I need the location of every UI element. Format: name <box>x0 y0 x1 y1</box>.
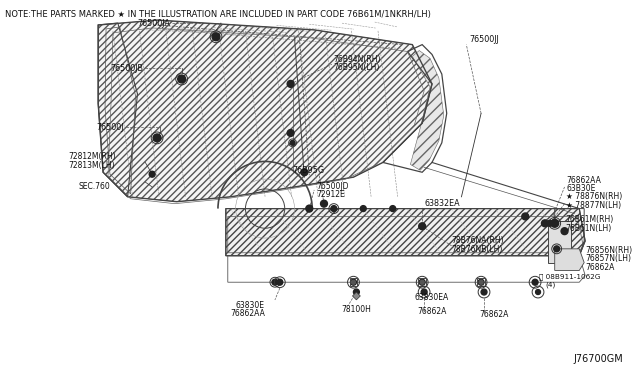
Circle shape <box>272 279 278 285</box>
Circle shape <box>420 280 424 284</box>
Circle shape <box>481 289 487 295</box>
Text: 76856N(RH): 76856N(RH) <box>585 246 632 255</box>
Circle shape <box>561 228 568 235</box>
Text: 63830E: 63830E <box>236 301 264 310</box>
Circle shape <box>277 279 283 285</box>
Bar <box>477 278 485 286</box>
Circle shape <box>536 289 541 295</box>
Text: 76500JB: 76500JB <box>110 64 143 73</box>
Text: ★ 78877N(LH): ★ 78877N(LH) <box>566 201 621 210</box>
Text: 76500JJ: 76500JJ <box>469 35 499 44</box>
Circle shape <box>541 220 548 227</box>
Circle shape <box>307 206 312 212</box>
Text: 63B30E: 63B30E <box>566 185 596 193</box>
Text: 76B95G: 76B95G <box>292 166 324 175</box>
Circle shape <box>351 280 355 284</box>
Polygon shape <box>555 249 584 270</box>
Text: 76862A: 76862A <box>417 307 447 316</box>
Text: 76500J: 76500J <box>96 123 124 132</box>
Text: 76B61M(RH): 76B61M(RH) <box>566 215 614 224</box>
Circle shape <box>554 246 559 252</box>
Circle shape <box>419 223 426 230</box>
Circle shape <box>212 33 220 41</box>
Circle shape <box>301 169 308 176</box>
Text: 72813M(LH): 72813M(LH) <box>68 161 115 170</box>
Circle shape <box>360 206 366 212</box>
Circle shape <box>522 213 529 220</box>
Text: 76857N(LH): 76857N(LH) <box>585 254 631 263</box>
Text: 72812M(RH): 72812M(RH) <box>68 152 116 161</box>
Circle shape <box>419 279 425 285</box>
Circle shape <box>547 220 553 226</box>
Text: ★ 78876N(RH): ★ 78876N(RH) <box>566 192 622 201</box>
Text: NOTE:THE PARTS MARKED ★ IN THE ILLUSTRATION ARE INCLUDED IN PART CODE 76B61M/1NK: NOTE:THE PARTS MARKED ★ IN THE ILLUSTRAT… <box>5 10 431 19</box>
Text: (4): (4) <box>545 282 555 288</box>
Polygon shape <box>548 221 572 263</box>
Circle shape <box>479 280 483 284</box>
Circle shape <box>287 80 294 87</box>
Text: Ⓣ 08B911-1062G: Ⓣ 08B911-1062G <box>539 274 600 280</box>
Polygon shape <box>410 51 444 170</box>
Circle shape <box>353 289 359 295</box>
Circle shape <box>287 129 294 137</box>
Text: 76500JA: 76500JA <box>137 19 170 28</box>
Text: 78100H: 78100H <box>342 305 372 314</box>
Text: SEC.760: SEC.760 <box>79 183 110 192</box>
Text: 76862AA: 76862AA <box>231 309 266 318</box>
Polygon shape <box>98 20 432 202</box>
Text: 63830EA: 63830EA <box>414 294 449 302</box>
Bar <box>419 278 426 286</box>
Circle shape <box>351 279 356 285</box>
Polygon shape <box>353 292 360 300</box>
Circle shape <box>551 219 559 227</box>
Circle shape <box>532 279 538 285</box>
Text: 76862A: 76862A <box>479 310 509 319</box>
Text: 76862A: 76862A <box>585 263 614 272</box>
Text: 63832EA: 63832EA <box>424 199 460 208</box>
Text: 76862AA: 76862AA <box>566 176 602 185</box>
Circle shape <box>478 279 484 285</box>
Circle shape <box>331 206 337 212</box>
Text: 76500JD: 76500JD <box>316 183 349 192</box>
Bar <box>349 278 357 286</box>
Circle shape <box>421 289 427 295</box>
Text: 76B61N(LH): 76B61N(LH) <box>566 224 612 233</box>
Circle shape <box>290 140 295 145</box>
Circle shape <box>178 75 186 83</box>
Polygon shape <box>226 209 585 256</box>
Text: J76700GM: J76700GM <box>573 354 623 364</box>
Text: 76B95N(LH): 76B95N(LH) <box>334 63 380 72</box>
Text: 78B76NB(LH): 78B76NB(LH) <box>452 245 503 254</box>
Circle shape <box>153 134 161 142</box>
Circle shape <box>306 205 313 212</box>
Text: 72912E: 72912E <box>316 190 345 199</box>
Text: 76B94N(RH): 76B94N(RH) <box>334 55 381 64</box>
Circle shape <box>390 206 396 212</box>
Circle shape <box>149 171 155 177</box>
Text: 78B76NA(RH): 78B76NA(RH) <box>452 237 504 246</box>
Circle shape <box>321 200 328 207</box>
